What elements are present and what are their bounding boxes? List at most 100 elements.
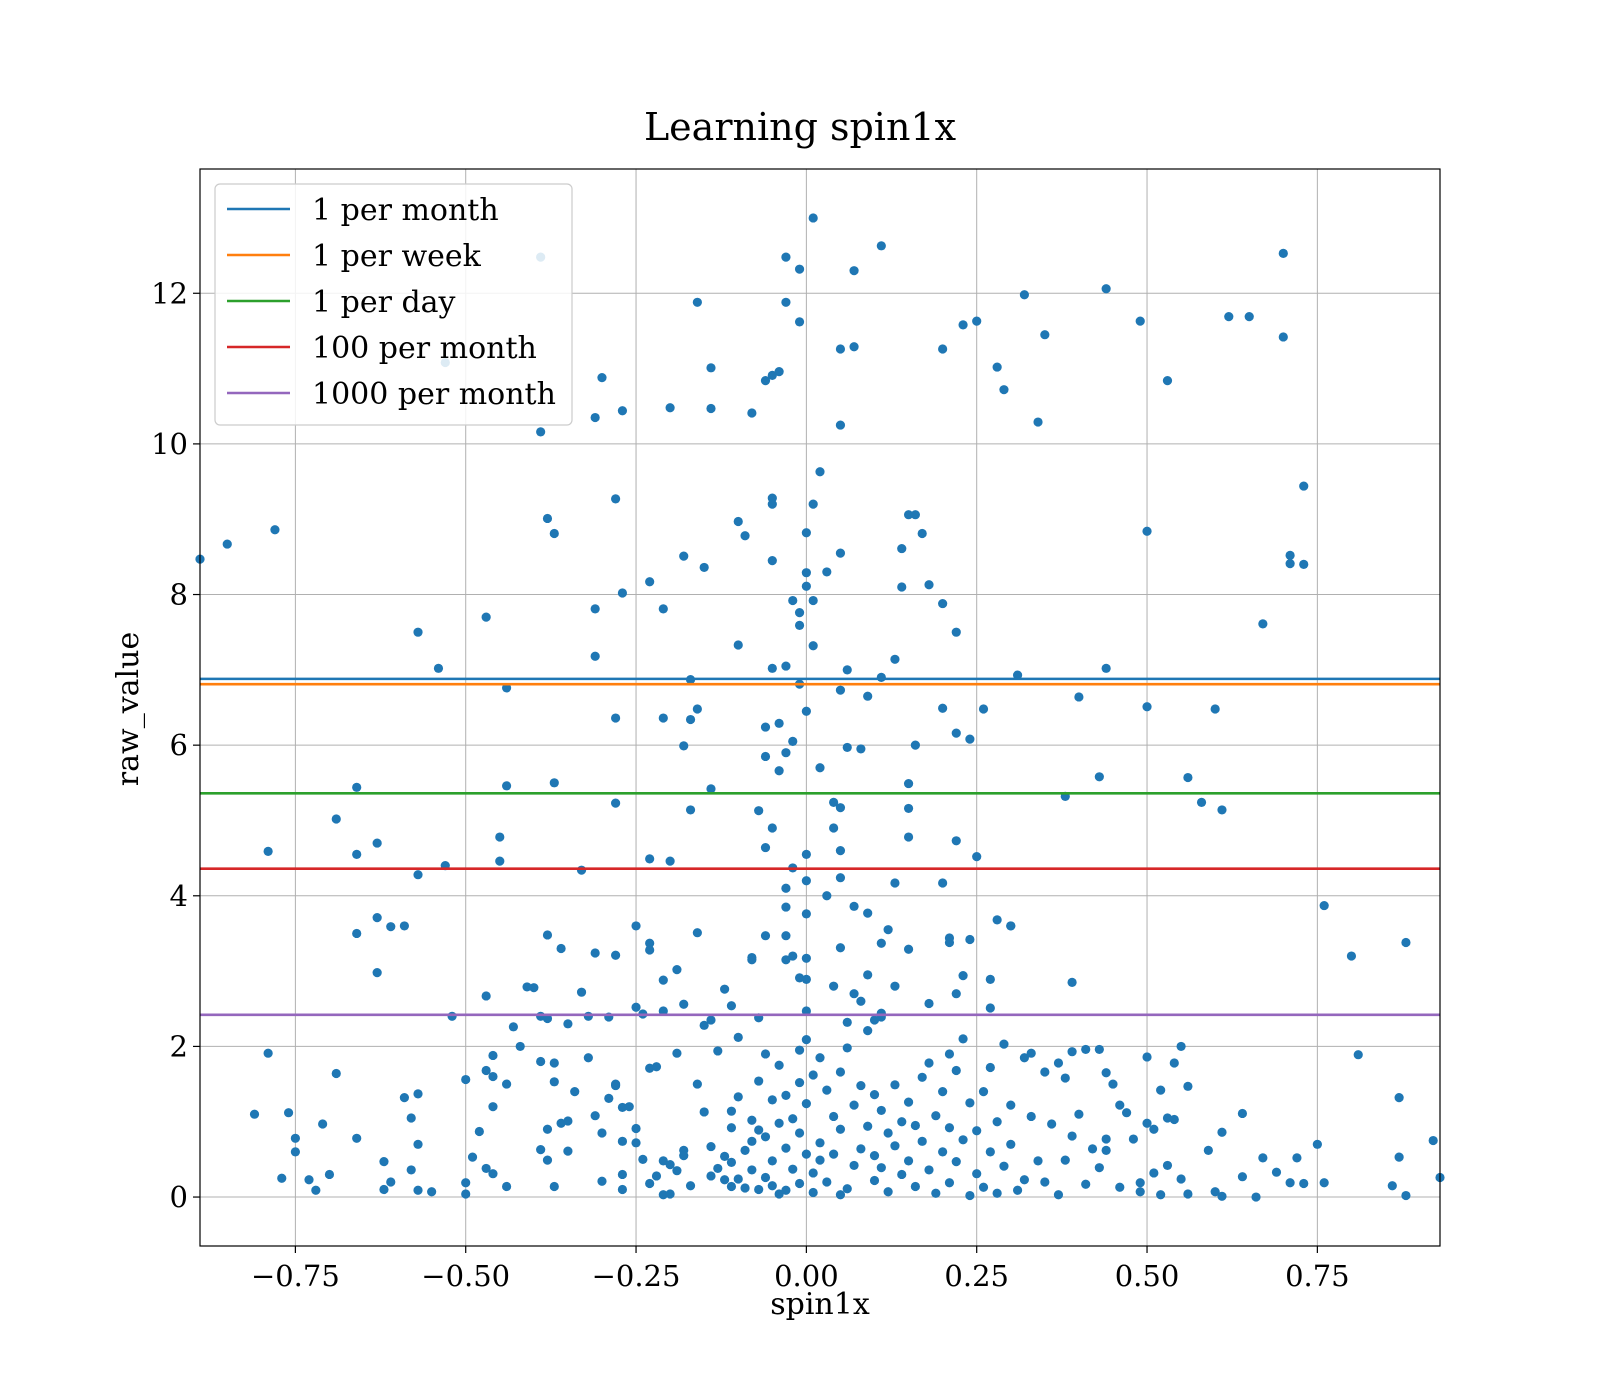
data-point (720, 984, 730, 994)
data-point (822, 1085, 832, 1095)
data-point (352, 849, 362, 859)
data-point (590, 412, 600, 423)
data-point (1387, 1181, 1397, 1191)
data-point (815, 1155, 825, 1165)
data-point (1101, 1145, 1111, 1155)
data-point (849, 901, 859, 911)
data-point (1094, 1044, 1104, 1055)
data-point (924, 580, 934, 590)
data-point (747, 1165, 757, 1175)
y-axis-ticks: 0 2 4 6 8 10 12 (151, 276, 200, 1214)
data-point (1074, 692, 1084, 702)
data-point (1067, 1047, 1077, 1057)
data-point (1217, 1191, 1227, 1201)
data-point (645, 854, 655, 864)
data-point (692, 928, 702, 938)
data-point (461, 1178, 471, 1188)
data-point (706, 403, 716, 414)
data-point (747, 1115, 757, 1125)
data-point (829, 1111, 839, 1122)
data-point (597, 373, 607, 383)
data-point (938, 344, 948, 354)
data-point (542, 930, 553, 940)
data-point (1006, 1139, 1016, 1149)
data-point (522, 982, 532, 992)
data-point (706, 1141, 716, 1152)
data-point (767, 1181, 777, 1191)
data-point (890, 654, 900, 664)
data-point (883, 925, 893, 935)
threshold-lines (200, 677, 1440, 1017)
data-point (658, 975, 668, 985)
data-point (788, 595, 798, 606)
data-point (1394, 1093, 1404, 1103)
data-point (597, 1176, 607, 1186)
data-point (781, 748, 791, 758)
data-point (1142, 1052, 1152, 1062)
data-point (794, 1128, 805, 1138)
data-point (972, 1126, 982, 1136)
x-tick-label: −0.25 (592, 1259, 681, 1293)
data-point (617, 1184, 628, 1195)
data-point (713, 1163, 723, 1174)
y-axis-label: raw_value (111, 632, 146, 786)
data-point (692, 297, 702, 307)
data-point (467, 1152, 478, 1162)
data-point (406, 1113, 416, 1123)
data-point (597, 1128, 607, 1138)
y-tick-label: 12 (151, 276, 188, 310)
data-point (556, 943, 566, 954)
data-point (1278, 248, 1288, 258)
data-point (903, 510, 914, 520)
data-point (760, 842, 771, 853)
data-point (951, 728, 961, 738)
data-point (842, 1017, 852, 1027)
data-point (835, 873, 846, 883)
data-point (917, 1072, 927, 1082)
x-tick-label: 0.75 (1285, 1259, 1350, 1293)
data-point (1115, 1182, 1125, 1192)
data-point (815, 467, 825, 477)
data-point (645, 945, 655, 955)
data-point (542, 513, 553, 524)
data-point (774, 366, 784, 377)
data-point (1019, 290, 1029, 300)
data-point (352, 782, 362, 792)
x-axis-label: spin1x (770, 1287, 870, 1322)
data-point (1271, 1167, 1282, 1177)
data-point (311, 1185, 321, 1195)
data-point (1285, 550, 1295, 560)
data-point (903, 1156, 914, 1166)
data-point (1040, 1067, 1050, 1077)
data-point (1299, 1178, 1309, 1189)
data-point (658, 604, 668, 614)
data-point (1156, 1190, 1166, 1200)
data-point (985, 1147, 995, 1157)
data-point (1033, 1156, 1043, 1166)
data-point (822, 891, 832, 901)
data-point (801, 568, 811, 578)
data-point (249, 1109, 260, 1119)
data-point (399, 921, 409, 931)
data-point (352, 1133, 362, 1143)
data-point (604, 1093, 614, 1103)
plot-area-frame (199, 168, 1441, 1247)
data-point (617, 1136, 628, 1146)
data-point (386, 922, 396, 932)
data-point (794, 620, 805, 631)
data-point (1299, 559, 1309, 570)
data-point (999, 1161, 1009, 1171)
data-point (570, 1087, 580, 1097)
data-point (1258, 619, 1268, 629)
data-point (863, 1026, 873, 1036)
data-point (978, 1087, 989, 1097)
data-point (863, 908, 873, 918)
data-point (774, 1118, 784, 1128)
data-point (965, 1190, 975, 1201)
data-point (801, 706, 811, 716)
data-point (808, 1070, 818, 1080)
data-point (1142, 702, 1152, 712)
data-point (924, 1165, 934, 1175)
data-point (590, 651, 600, 661)
data-point (733, 640, 743, 650)
